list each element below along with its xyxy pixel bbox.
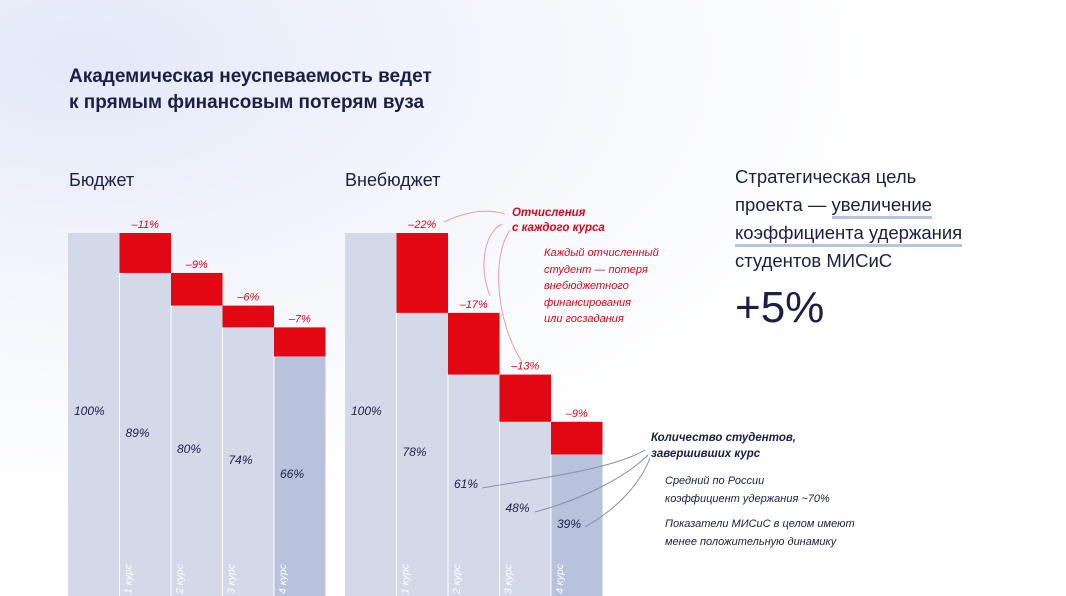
- connector-dropout-3: [498, 229, 523, 363]
- drop-bar-3: [222, 305, 274, 328]
- drop-bar-4: [274, 327, 326, 357]
- completed-title: Количество студентов, завершивших курс: [651, 432, 796, 460]
- bar-1: [119, 272, 171, 596]
- connector-dropout-2: [483, 223, 503, 297]
- connector-completed-3: [584, 457, 651, 528]
- value-label-0: 100%: [351, 404, 382, 418]
- drop-label-1: –22%: [407, 219, 436, 231]
- dropout-title: Отчисления с каждого курса: [512, 207, 605, 234]
- category-label-2: 2 курс: [174, 563, 186, 595]
- goal-line-1: Стратегическая цель: [735, 166, 917, 187]
- goal-line-4: студентов МИСиС: [735, 250, 893, 271]
- category-label-4: 4 курс: [554, 563, 566, 594]
- category-label-1: 1 курс: [123, 563, 135, 594]
- value-label-1: 89%: [126, 426, 150, 440]
- bar-4: [551, 454, 603, 596]
- russia-retention-text: Средний по России коэффициент удержания …: [665, 475, 830, 505]
- title-line-1: Академическая неуспеваемость ведет: [69, 66, 432, 87]
- drop-label-3: –13%: [510, 361, 539, 373]
- goal-line-3: коэффициента удержания: [735, 219, 963, 247]
- strategic-goal: Стратегическая цель проекта — увеличение…: [735, 163, 963, 275]
- category-label-2: 2 курс: [451, 563, 463, 595]
- annotation-connectors: [443, 210, 651, 528]
- value-label-4: 39%: [557, 517, 581, 531]
- bar-0: [345, 233, 397, 596]
- goal-highlight-2: коэффициента удержания: [735, 222, 963, 247]
- drop-bar-1: [119, 233, 171, 273]
- drop-label-2: –17%: [459, 299, 488, 311]
- drop-bar-4: [551, 421, 603, 455]
- bar-3: [222, 327, 274, 596]
- value-label-2: 61%: [454, 477, 478, 491]
- dropout-text: Каждый отчисленный студент — потеря внеб…: [544, 247, 659, 325]
- misis-dynamics-text: Показатели МИСиС в целом имеют менее пол…: [665, 518, 855, 548]
- goal-big-number: +5%: [735, 283, 825, 332]
- drop-label-4: –9%: [565, 408, 588, 420]
- bar-2: [171, 305, 223, 596]
- drop-bar-1: [396, 233, 448, 313]
- value-label-3: 74%: [229, 453, 253, 467]
- budget-chart: 100% –11% 89% 1 курс –9% 80% 2 курс –6% 74% 3 кур…: [68, 219, 326, 596]
- drop-bar-3: [499, 374, 551, 422]
- connector-dropout-1: [443, 210, 506, 223]
- value-label-1: 78%: [403, 445, 427, 459]
- nonbudget-label: Внебюджет: [345, 170, 441, 190]
- category-label-3: 3 курс: [226, 563, 238, 594]
- connector-completed-2: [534, 454, 649, 513]
- bar-4: [274, 356, 326, 596]
- goal-line-2a: проекта —: [735, 194, 832, 215]
- bar-3: [499, 421, 551, 596]
- bar-0: [68, 233, 120, 596]
- value-label-3: 48%: [506, 501, 530, 515]
- drop-bar-2: [171, 272, 223, 306]
- bar-2: [448, 374, 500, 596]
- drop-label-4: –7%: [288, 313, 311, 325]
- drop-bar-2: [448, 312, 500, 375]
- drop-label-2: –9%: [185, 259, 208, 271]
- drop-label-3: –6%: [236, 292, 259, 304]
- page-title: Академическая неуспеваемость ведет к пря…: [69, 64, 432, 116]
- category-label-1: 1 курс: [400, 563, 412, 594]
- value-label-2: 80%: [177, 442, 201, 456]
- value-label-4: 66%: [280, 467, 304, 481]
- drop-label-1: –11%: [131, 219, 160, 231]
- budget-label: Бюджет: [69, 170, 135, 190]
- goal-highlight-1: увеличение: [831, 194, 932, 219]
- title-line-2: к прямым финансовым потерям вуза: [69, 92, 425, 113]
- value-label-0: 100%: [74, 404, 105, 418]
- nonbudget-chart: 100% –22% 78% 1 курс –17% 61% 2 курс –13% 48% 3 к…: [345, 219, 603, 596]
- goal-line-2: проекта — увеличение: [735, 191, 962, 219]
- category-label-3: 3 курс: [503, 563, 515, 594]
- bar-1: [396, 312, 448, 596]
- category-label-4: 4 курс: [277, 563, 289, 594]
- connector-completed-1: [481, 449, 646, 489]
